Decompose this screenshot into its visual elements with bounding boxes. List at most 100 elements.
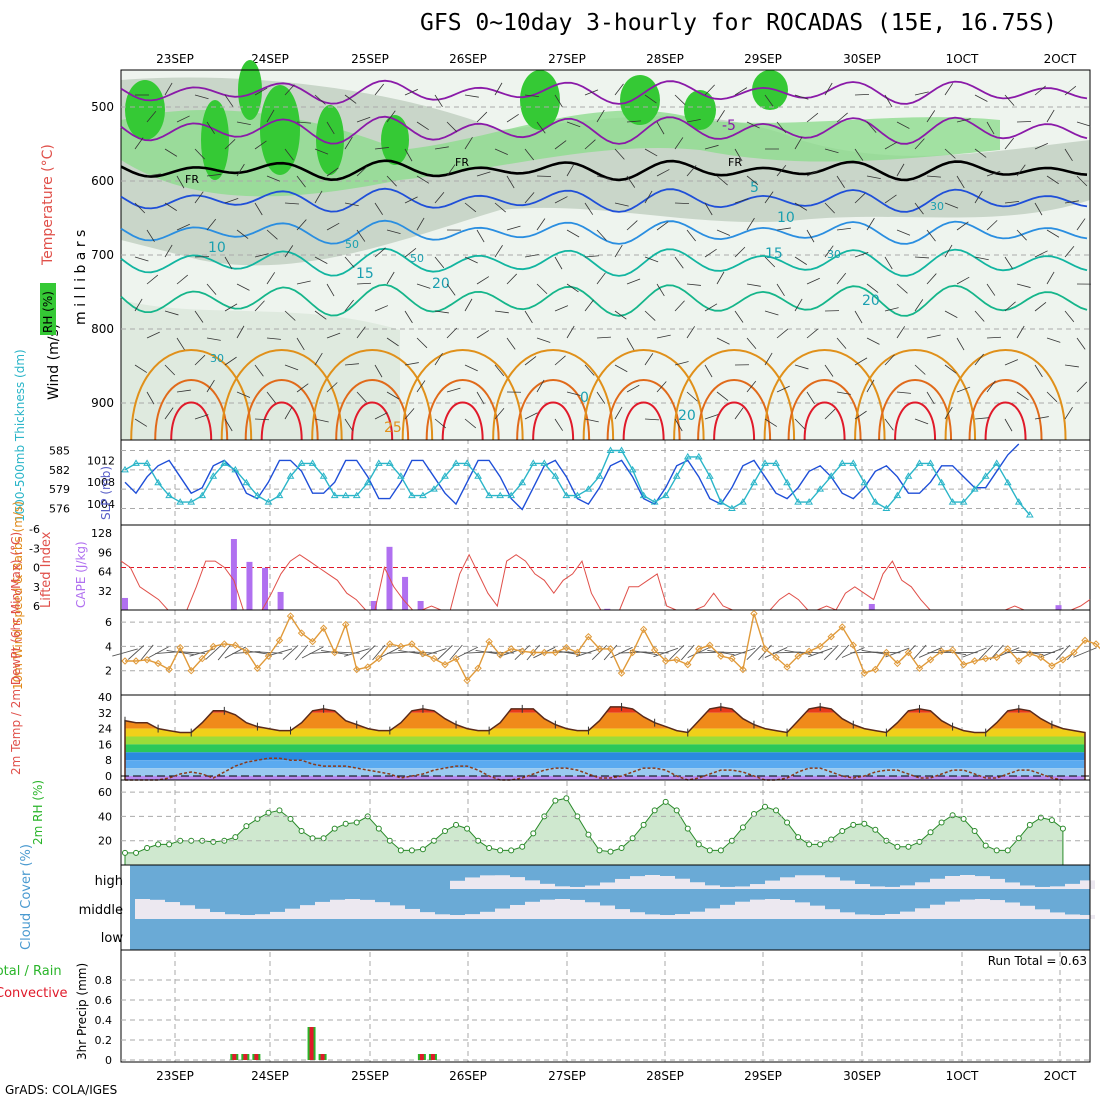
wind-speed-point: [551, 648, 560, 657]
boundary-layer-temp-contour: [763, 349, 886, 441]
thickness-line-point: [143, 459, 151, 466]
thickness-line-point: [518, 478, 527, 486]
wind-barb: [914, 418, 929, 425]
wind-barb: [794, 202, 808, 211]
wind-barb: [914, 91, 929, 96]
rh-point: [353, 819, 360, 826]
high-cloud-bar: [1050, 886, 1065, 889]
middle-cloud-bar: [435, 914, 450, 919]
wind-speed-point: [573, 648, 582, 657]
wind-barb: [596, 391, 606, 404]
wind-speed-point: [871, 665, 880, 674]
rh-point: [508, 847, 515, 854]
wind-barb: [896, 121, 910, 129]
wind-barb: [146, 110, 157, 123]
middle-cloud-bar: [630, 912, 645, 919]
rh-point: [375, 825, 382, 832]
surface-wind-barb: [112, 648, 138, 657]
wind-barb: [164, 310, 179, 316]
wind-barb: [896, 229, 911, 236]
contour-value-label: 30: [210, 352, 224, 365]
wind-barb: [734, 148, 743, 162]
wind-barb: [404, 88, 418, 96]
precip-convective-bar: [243, 1054, 248, 1060]
thickness-line-point: [330, 491, 339, 499]
wind-barb: [1004, 301, 1016, 312]
wind-speed-point: [970, 657, 979, 665]
rh-point: [1015, 835, 1022, 842]
bottom-date-label: 23SEP: [156, 1069, 194, 1083]
rh-legend-swatch: [40, 283, 56, 335]
wind-speed-point: [1092, 640, 1100, 648]
wind-barb: [434, 352, 443, 366]
wind-barb: [224, 139, 236, 150]
wind-barb: [386, 391, 400, 400]
high-cloud-bar: [495, 875, 510, 889]
middle-cloud-bar: [480, 911, 495, 919]
wind-barb: [1016, 164, 1026, 177]
boundary-layer-temp-contour: [713, 401, 756, 441]
thickness-tick-label: 582: [49, 464, 70, 477]
axis-title-lifted: Lifted Index: [39, 531, 54, 608]
boundary-layer-temp-contour: [401, 349, 524, 441]
wind-barb: [746, 337, 757, 349]
wind-barb: [356, 326, 366, 339]
high-cloud-bar: [690, 882, 705, 889]
boundary-layer-temp-contour: [803, 401, 846, 441]
middle-cloud-bar: [990, 900, 1005, 919]
axis-title-pressure: m i l l i b a r s: [73, 230, 89, 325]
rh-point: [993, 847, 1000, 854]
wind-barb: [806, 391, 815, 405]
wind-barb: [764, 191, 774, 204]
high-cloud-bar: [630, 876, 645, 889]
thickness-line-point: [827, 472, 836, 479]
contour-value-label: 20: [862, 293, 880, 309]
high-cloud-bar: [510, 877, 525, 889]
thickness-line-point: [286, 472, 295, 479]
thickness-line-point: [970, 485, 979, 492]
wind-barb: [446, 387, 461, 393]
surface-wind-barb: [282, 645, 299, 660]
wind-barb: [554, 418, 564, 431]
surface-wind-barb: [147, 646, 169, 659]
high-cloud-bar: [585, 885, 600, 889]
precip-convective-bar: [232, 1054, 237, 1060]
wind-barb: [734, 198, 749, 204]
wind-barb: [566, 121, 581, 128]
wind-barb: [344, 202, 359, 207]
middle-cloud-bar: [750, 899, 765, 919]
thickness-line-point: [871, 498, 880, 505]
wind-barb: [944, 244, 953, 258]
surface-wind-barb: [823, 644, 839, 661]
middle-cloud-bar: [600, 905, 615, 919]
temp-tick-label: 40: [98, 691, 112, 704]
wind-speed-point: [661, 657, 670, 665]
surface-wind-barb: [344, 648, 370, 657]
thickness-slp-frame: [120, 439, 1091, 526]
rh-point: [872, 826, 879, 833]
wind-barb: [1064, 245, 1075, 258]
wind-barb: [1034, 364, 1043, 378]
rh-point: [839, 828, 846, 834]
high-cloud-bar: [825, 877, 840, 889]
wind-speed-point: [860, 669, 869, 677]
high-cloud-bar: [1005, 882, 1020, 889]
wind-speed-point: [540, 648, 549, 657]
wind-speed-point: [198, 654, 206, 663]
wind-barb: [596, 229, 607, 241]
wind-barb: [536, 218, 546, 231]
surface-wind-barb: [372, 644, 386, 661]
wind-barb: [974, 417, 989, 420]
wind-barb: [854, 252, 869, 258]
high-cloud-bar: [975, 876, 990, 889]
wind-barb: [236, 229, 249, 239]
wind-barb: [734, 310, 744, 323]
middle-cloud-bar: [960, 899, 975, 919]
middle-cloud-bar: [1080, 914, 1095, 919]
wind-barb: [506, 175, 515, 189]
wind-barb: [416, 380, 426, 393]
wind-barb: [986, 283, 996, 296]
thickness-line-point: [430, 485, 438, 492]
temp-tick-label: 8: [105, 754, 112, 767]
temp-tick-label: 32: [98, 707, 112, 720]
